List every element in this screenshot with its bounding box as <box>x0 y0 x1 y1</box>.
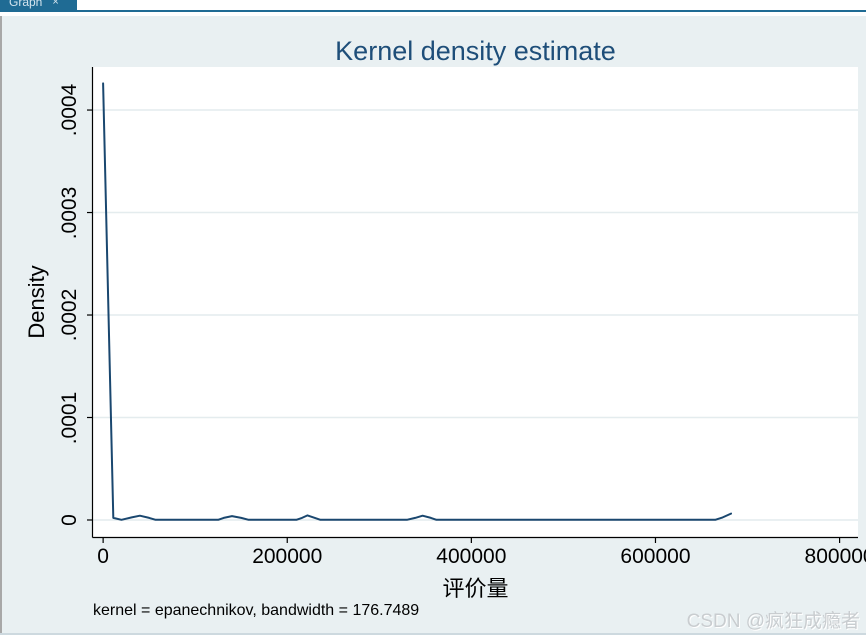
tab-underline <box>0 10 866 12</box>
x-tick-label: 0 <box>97 545 109 568</box>
density-line <box>102 82 732 521</box>
graph-tab[interactable]: Graph × <box>0 0 77 10</box>
y-tick-label: .0004 <box>58 83 81 137</box>
plot-region <box>93 67 858 537</box>
y-axis-title: Density <box>24 265 49 339</box>
x-tick-label: 600000 <box>620 545 691 568</box>
close-icon[interactable]: × <box>52 0 59 8</box>
x-tick-label: 800000 <box>804 545 866 568</box>
graph-tab-label: Graph <box>9 0 43 9</box>
y-tick-label: .0002 <box>58 288 81 342</box>
window-bottom-edge <box>0 633 866 635</box>
x-axis-title: 评价量 <box>442 576 509 601</box>
y-tick-label: .0003 <box>58 186 81 239</box>
x-tick-label: 400000 <box>436 545 507 568</box>
chart-title: Kernel density estimate <box>335 36 616 66</box>
csdn-watermark: CSDN @疯狂成瘾者 <box>686 611 860 632</box>
x-tick-label: 200000 <box>252 545 323 568</box>
kernel-bandwidth-note: kernel = epanechnikov, bandwidth = 176.7… <box>93 602 420 619</box>
y-tick-label: .0001 <box>58 391 81 444</box>
y-tick-label: 0 <box>58 514 81 526</box>
